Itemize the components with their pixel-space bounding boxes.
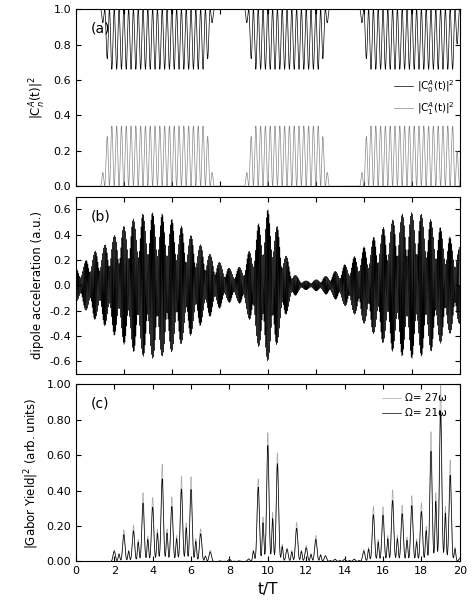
|C$^A_1$(t)|$^2$ [457, 183, 463, 190]
Text: (b): (b) [91, 209, 111, 223]
Ω= 27ω [89, 558, 95, 565]
Ω= 21ω [73, 558, 79, 565]
Y-axis label: |C$^A_n$(t)|$^2$: |C$^A_n$(t)|$^2$ [27, 76, 48, 119]
Ω= 27ω [437, 450, 442, 458]
Line: |C$^A_1$(t)|$^2$: |C$^A_1$(t)|$^2$ [76, 126, 460, 186]
|C$^A_0$(t)|$^2$ [73, 5, 79, 13]
Ω= 21ω [457, 555, 463, 562]
Ω= 21ω [75, 558, 81, 565]
Legend: Ω= 27ω, Ω= 21ω: Ω= 27ω, Ω= 21ω [382, 393, 447, 418]
Y-axis label: dipole acceleration (a.u.): dipole acceleration (a.u.) [31, 211, 44, 359]
Ω= 27ω [148, 531, 154, 538]
|C$^A_1$(t)|$^2$ [148, 140, 154, 147]
|C$^A_0$(t)|$^2$ [148, 48, 154, 55]
Ω= 21ω [261, 526, 266, 534]
|C$^A_1$(t)|$^2$ [96, 183, 101, 190]
Ω= 27ω [438, 381, 443, 388]
|C$^A_1$(t)|$^2$ [263, 123, 268, 130]
|C$^A_0$(t)|$^2$ [75, 5, 81, 13]
Ω= 27ω [73, 558, 79, 565]
|C$^A_0$(t)|$^2$ [89, 5, 95, 13]
|C$^A_1$(t)|$^2$ [75, 183, 81, 190]
Ω= 27ω [75, 558, 81, 565]
Line: |C$^A_0$(t)|$^2$: |C$^A_0$(t)|$^2$ [76, 9, 460, 69]
Ω= 21ω [96, 558, 101, 565]
Ω= 27ω [261, 521, 266, 529]
|C$^A_0$(t)|$^2$ [96, 5, 101, 13]
Ω= 21ω [89, 558, 95, 565]
X-axis label: t/T: t/T [257, 582, 278, 597]
Ω= 21ω [148, 535, 154, 543]
|C$^A_1$(t)|$^2$ [89, 183, 95, 190]
Ω= 21ω [437, 467, 442, 474]
|C$^A_1$(t)|$^2$ [437, 156, 442, 163]
|C$^A_0$(t)|$^2$ [263, 66, 268, 73]
|C$^A_1$(t)|$^2$ [73, 183, 79, 190]
|C$^A_0$(t)|$^2$ [457, 5, 463, 13]
Text: (c): (c) [91, 397, 109, 411]
Ω= 27ω [457, 554, 463, 561]
|C$^A_0$(t)|$^2$ [261, 12, 266, 19]
Ω= 21ω [438, 407, 443, 415]
|C$^A_0$(t)|$^2$ [437, 32, 442, 39]
Y-axis label: |Gabor Yield|$^2$ (arb. units): |Gabor Yield|$^2$ (arb. units) [22, 398, 41, 549]
Legend: |C$^A_0$(t)|$^2$, |C$^A_1$(t)|$^2$: |C$^A_0$(t)|$^2$, |C$^A_1$(t)|$^2$ [394, 78, 455, 117]
Line: Ω= 27ω: Ω= 27ω [76, 384, 460, 561]
Text: (a): (a) [91, 21, 111, 35]
|C$^A_1$(t)|$^2$ [261, 176, 266, 183]
Line: Ω= 21ω: Ω= 21ω [76, 411, 460, 561]
Ω= 27ω [96, 558, 101, 565]
